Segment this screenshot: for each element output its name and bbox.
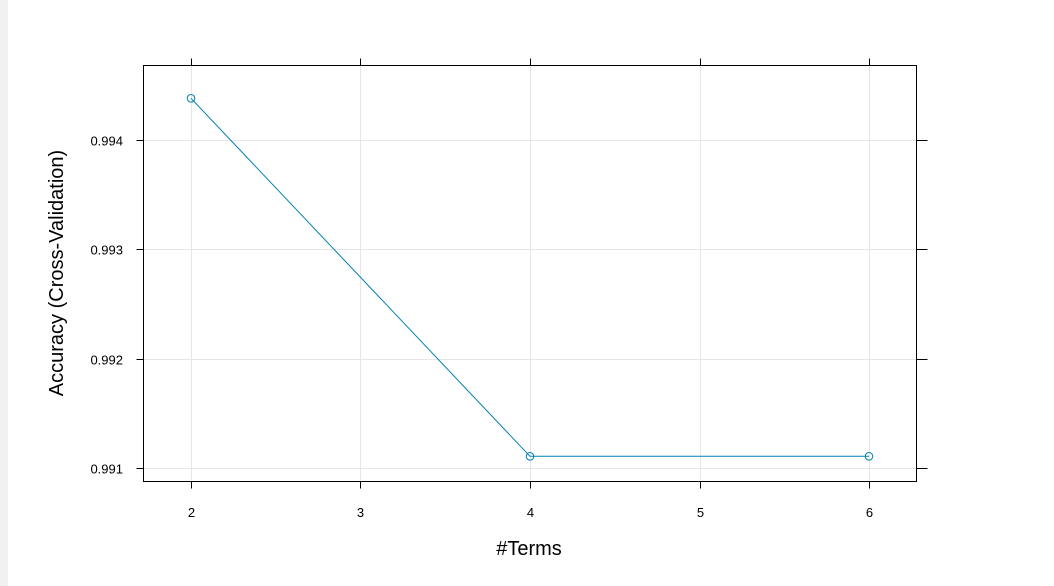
data-point xyxy=(186,94,196,103)
x-tick-label: 2 xyxy=(188,505,195,520)
x-tick-label: 5 xyxy=(697,505,704,520)
window-left-edge xyxy=(0,0,8,586)
x-tick-label: 6 xyxy=(866,505,873,520)
x-tick-label: 3 xyxy=(357,505,364,520)
series-line xyxy=(190,97,869,457)
x-tick-label: 4 xyxy=(527,505,534,520)
axis-ticks: 2 3 4 5 6 0.991 0.992 0.993 0.994 xyxy=(90,58,928,520)
data-point xyxy=(864,452,874,461)
y-tick-label: 0.992 xyxy=(90,353,123,368)
y-axis-title: Accuracy (Cross-Validation) xyxy=(46,150,68,396)
series-layer xyxy=(186,94,874,461)
y-tick-label: 0.991 xyxy=(90,462,123,477)
data-point xyxy=(525,452,535,461)
x-axis-title: #Terms xyxy=(496,538,562,560)
grid xyxy=(143,65,917,482)
y-tick-label: 0.994 xyxy=(90,134,123,149)
y-tick-label: 0.993 xyxy=(90,243,123,258)
